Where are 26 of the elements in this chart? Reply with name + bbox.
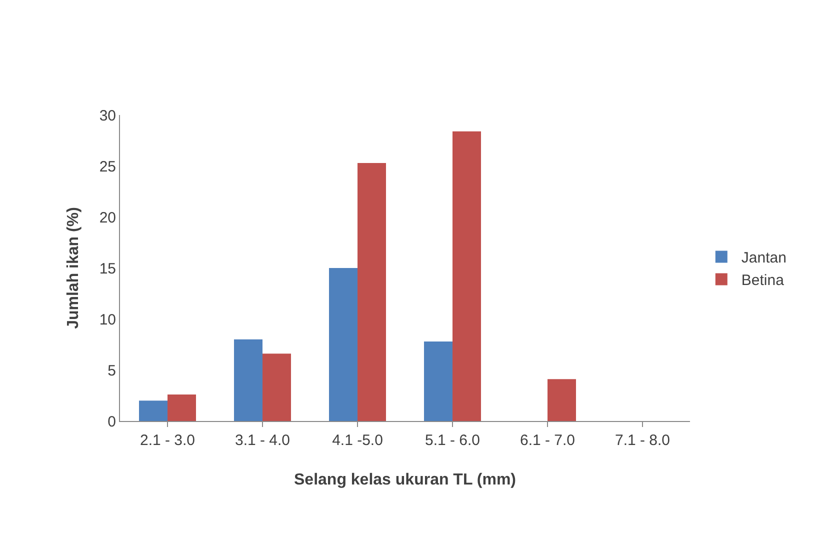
y-tick-label: 25 xyxy=(99,158,116,176)
x-tick-label: 6.1 - 7.0 xyxy=(520,432,576,449)
y-axis-title: Jumlah ikan (%) xyxy=(65,207,82,329)
y-tick-label: 10 xyxy=(99,311,116,328)
y-tick-label: 5 xyxy=(108,362,116,380)
bar xyxy=(329,268,358,421)
x-tick-label: 7.1 - 8.0 xyxy=(614,432,670,449)
bar xyxy=(139,400,168,421)
y-tick-label: 0 xyxy=(108,413,116,430)
bar xyxy=(234,339,262,421)
y-tick-label: 30 xyxy=(99,107,116,124)
y-tick-label: 20 xyxy=(99,209,116,226)
y-tick-label: 15 xyxy=(99,260,116,278)
bar xyxy=(262,354,291,421)
bar xyxy=(452,131,481,421)
legend-label: Betina xyxy=(741,272,785,290)
x-tick-label: 4.1 -5.0 xyxy=(332,432,383,449)
x-tick-label: 2.1 - 3.0 xyxy=(140,432,196,449)
x-tick-label: 3.1 - 4.0 xyxy=(234,432,290,449)
x-tick-label: 5.1 - 6.0 xyxy=(424,432,480,449)
bar xyxy=(168,394,196,421)
bar xyxy=(424,341,452,421)
bar xyxy=(358,162,386,421)
legend-label: Jantan xyxy=(741,250,786,267)
x-axis-title: Selang kelas ukuran TL (mm) xyxy=(294,472,516,489)
bar xyxy=(548,379,576,421)
